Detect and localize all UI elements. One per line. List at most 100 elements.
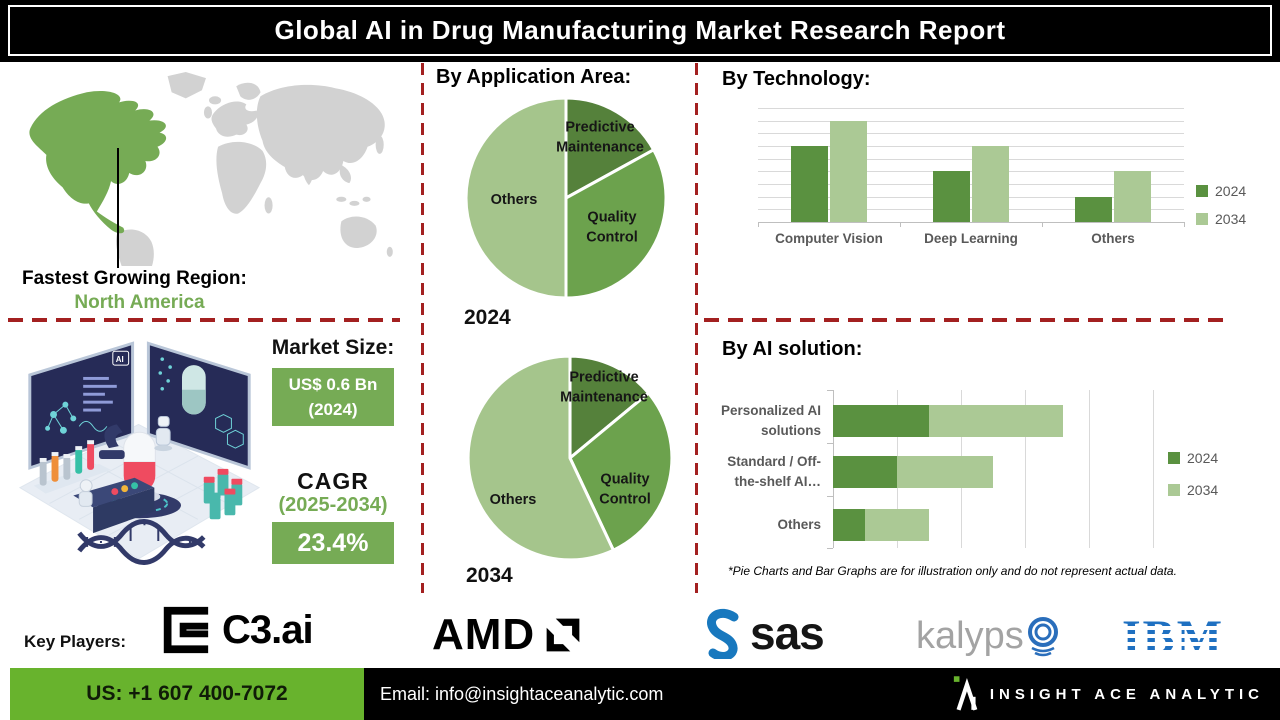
footer-brand-text: INSIGHT ACE ANALYTIC [989, 685, 1264, 703]
continent-europe [211, 101, 258, 137]
pie-slice [466, 354, 615, 562]
ibm-stripe [1120, 642, 1280, 646]
category-label: Personalized AI solutions [720, 403, 821, 438]
axis-tick [1184, 222, 1185, 227]
page-title: Global AI in Drug Manufacturing Market R… [274, 15, 1006, 45]
region-value: North America [74, 292, 205, 313]
continent-south-america [116, 229, 154, 266]
market-size-box: US$ 0.6 Bn (2024) [272, 368, 394, 426]
bar-2034 [897, 456, 993, 488]
logo-amd: AMD [432, 610, 583, 660]
region-heading: Fastest Growing Region: [22, 268, 247, 289]
pie-svg [466, 354, 674, 562]
x-axis [758, 222, 1184, 223]
capsule-top [123, 431, 156, 463]
pie-slice-label: Quality Control [586, 209, 638, 246]
footer-phone-block: US: +1 607 400-7072 [10, 668, 364, 720]
pie-slice-label: Others [489, 491, 537, 508]
ibm-stripe [1120, 650, 1280, 654]
footnote: *Pie Charts and Bar Graphs are for illus… [728, 564, 1177, 578]
pie-slice-label: Others [490, 191, 538, 208]
logo-c3ai: C3.ai [158, 602, 314, 658]
legend-swatch [1196, 185, 1208, 197]
continent-africa [216, 141, 267, 214]
world-map [29, 72, 393, 266]
sas-swirl-icon [707, 608, 739, 659]
bar-2024 [833, 405, 929, 437]
pie-slice [568, 354, 651, 460]
legend-item: 2024 [1196, 183, 1246, 199]
grid-line [1025, 390, 1026, 548]
logo-kalypso: kalyps [916, 612, 1062, 660]
robot [154, 415, 173, 452]
legend-item: 2024 [1168, 450, 1218, 466]
market-size-year: (2024) [308, 400, 358, 419]
grid-line [758, 133, 1184, 135]
legend-swatch [1168, 484, 1180, 496]
key-players-label: Key Players: [24, 632, 127, 651]
ibm-stripe [1120, 626, 1280, 630]
legend-label: 2024 [1215, 183, 1247, 199]
grid-line [758, 146, 1184, 147]
legend-label: 2034 [1215, 211, 1247, 227]
divider-right [704, 318, 1232, 322]
cagr-value-box: 23.4% [272, 522, 394, 564]
kalypso-text: kalyps [916, 614, 1024, 657]
amd-text: AMD [432, 610, 536, 659]
svg-text:AI: AI [116, 355, 124, 364]
category-label: Deep Learning [924, 231, 1018, 246]
grid-line [758, 120, 1184, 122]
technology-chart: Computer Vision Deep Learning Others 2024 20… [720, 95, 1280, 260]
divider-mid-right [695, 63, 698, 593]
axis-tick [827, 443, 833, 444]
divider-mid-left [421, 63, 424, 593]
divider-left [8, 318, 400, 322]
dna-helix [77, 519, 206, 565]
bar-2034 [972, 146, 1009, 222]
c3ai-text: C3.ai [222, 607, 314, 652]
bar-2034 [1114, 171, 1151, 222]
pie-slice [564, 148, 668, 300]
bar-2034 [929, 405, 1064, 437]
section-header-ai-solution: By AI solution: [722, 338, 863, 360]
category-label: Others [1091, 231, 1135, 246]
continent-asia [256, 84, 385, 181]
insight-ace-logo-icon [953, 676, 978, 711]
pie-year-2034: 2034 [466, 564, 513, 587]
market-size-block: Market Size: US$ 0.6 Bn (2024) CAGR (202… [268, 336, 398, 564]
legend-swatch [1168, 452, 1180, 464]
category-label: Standard / Off- the-shelf AI… [727, 454, 821, 489]
axis-tick [1042, 222, 1043, 227]
pie-slice-label: Predictive Maintenance [560, 369, 648, 406]
footer-phone: US: +1 607 400-7072 [86, 682, 288, 705]
axis-tick [827, 496, 833, 497]
bar-2024 [833, 456, 897, 488]
market-size-label: Market Size: [271, 336, 395, 359]
section-header-application: By Application Area: [436, 66, 632, 88]
legend-swatch [1196, 213, 1208, 225]
grid-line [1153, 390, 1154, 548]
test-tubes [39, 440, 95, 486]
sas-text: sas [750, 607, 825, 659]
ai-solution-chart: Personalized AI solutions Standard / Off-… [712, 390, 1280, 555]
grid-line [1089, 390, 1090, 548]
kalypso-o-icon [1027, 617, 1058, 657]
axis-tick [900, 222, 901, 227]
ai-chip-icon [112, 350, 130, 366]
category-label: Computer Vision [775, 231, 883, 246]
map-pointer-line [117, 148, 119, 268]
grid-line [758, 158, 1184, 160]
logo-ibm: IBM [1120, 610, 1280, 664]
pie-slice-label: Quality Control [599, 471, 651, 508]
vials [203, 468, 243, 520]
category-label: Others [777, 517, 821, 533]
grid-line [758, 108, 1184, 109]
pie-chart-2034: Predictive Maintenance Quality Control Oth… [464, 352, 676, 564]
legend-item: 2034 [1168, 482, 1218, 498]
logo-sas: sas [700, 606, 825, 660]
pie-year-2024: 2024 [464, 306, 511, 329]
bar-2034 [865, 509, 929, 541]
continent-greenland [167, 72, 206, 99]
pie-slice [564, 96, 656, 200]
bar-2024 [791, 146, 828, 222]
